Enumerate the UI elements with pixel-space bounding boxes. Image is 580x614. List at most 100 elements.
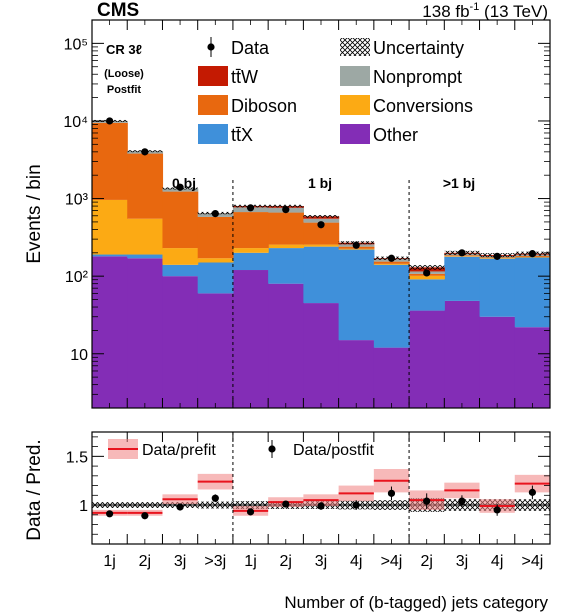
legend-uncertainty-label: Uncertainty — [373, 38, 464, 58]
postfit-point-1 — [141, 512, 149, 520]
region-annotation: CR 3ℓ — [106, 42, 142, 57]
data-point-11 — [493, 252, 501, 260]
data-point-5 — [282, 206, 290, 214]
experiment-label: CMS — [97, 0, 139, 21]
bar-conversions-8 — [373, 263, 410, 265]
main-axis-ticks: 10 10² 10³ 10⁴ 10⁵ — [63, 19, 550, 409]
legend-other-label: Other — [373, 125, 418, 145]
y-tick-label: 10³ — [65, 192, 89, 209]
main-uncertainty-9 — [409, 265, 445, 270]
x-tick-label-6: 3j — [315, 553, 327, 570]
region-dividers — [232, 180, 410, 408]
bar-ttx-1 — [127, 254, 164, 259]
x-tick-label-4: 1j — [244, 553, 256, 570]
postfit-point-11 — [493, 506, 501, 514]
bar-other-0 — [92, 256, 128, 408]
y-tick-label: 10⁵ — [64, 36, 88, 53]
bar-other-8 — [373, 347, 410, 408]
ratio-postfit-points — [106, 485, 536, 520]
legend-data-label: Data — [231, 38, 270, 58]
postfit-point-10 — [458, 497, 466, 505]
postfit-point-6 — [317, 502, 325, 510]
data-point-0 — [106, 117, 114, 125]
main-uncertainty-6 — [303, 215, 339, 218]
bar-conversions-5 — [268, 244, 304, 249]
ratio-legend-postfit-marker — [268, 445, 276, 453]
y-tick-label: 10² — [65, 269, 89, 286]
postfit-point-0 — [106, 510, 114, 518]
postfit-point-9 — [423, 497, 431, 505]
postfit-point-3 — [211, 494, 219, 502]
region-label-gt1bj: >1 bj — [443, 175, 475, 191]
bar-ttx-8 — [373, 264, 410, 348]
region-label-0bj: 0 bj — [172, 175, 196, 191]
x-axis-label: Number of (b-tagged) jets category — [284, 593, 548, 612]
bar-conversions-3 — [197, 258, 234, 263]
postfit-point-5 — [282, 500, 290, 508]
bar-other-6 — [303, 303, 340, 408]
legend-ttw-label: tt̄W — [231, 67, 258, 87]
bar-nonprompt-6 — [303, 218, 340, 223]
legend-ttx-swatch — [198, 124, 228, 144]
bar-other-12 — [514, 327, 550, 408]
postfit-point-2 — [176, 503, 184, 511]
legend-nonprompt-label: Nonprompt — [373, 67, 462, 87]
bar-diboson-4 — [232, 212, 269, 249]
bar-other-2 — [162, 276, 199, 408]
bar-ttx-2 — [162, 264, 199, 277]
postfit-point-8 — [387, 489, 396, 497]
bar-diboson-5 — [268, 212, 304, 245]
bar-ttx-5 — [268, 248, 304, 284]
legend-conversions-label: Conversions — [373, 96, 473, 116]
bar-other-9 — [409, 310, 445, 408]
bar-diboson-1 — [127, 153, 164, 219]
data-point-9 — [423, 269, 431, 277]
x-tick-label-1: 2j — [139, 553, 151, 570]
bar-other-7 — [338, 340, 375, 408]
legend-conversions-swatch — [340, 95, 370, 115]
bar-conversions-7 — [338, 248, 375, 250]
data-point-3 — [211, 210, 219, 218]
bar-other-4 — [232, 270, 269, 408]
data-point-4 — [246, 204, 255, 212]
bar-ttx-12 — [514, 257, 550, 328]
region-label-1bj: 1 bj — [308, 175, 332, 191]
legend-ttw-swatch — [198, 66, 228, 86]
x-tick-label-5: 2j — [280, 553, 292, 570]
postfit-point-12 — [528, 488, 536, 496]
legend-uncertainty-swatch — [340, 38, 370, 56]
legend-diboson-swatch — [198, 95, 228, 115]
bar-other-5 — [268, 283, 304, 408]
data-point-2 — [176, 183, 184, 191]
x-tick-label-0: 1j — [103, 553, 115, 570]
y-tick-label: 10 — [70, 347, 88, 364]
ratio-legend: Data/prefit Data/postfit — [108, 439, 374, 459]
x-tick-label-10: 3j — [456, 553, 468, 570]
x-tick-labels: 1j 2j 3j >3j 1j 2j 3j 4j >4j 2j 3j 4j >4j — [103, 553, 543, 570]
bar-conversions-10 — [444, 256, 481, 257]
x-tick-label-8: >4j — [381, 553, 403, 570]
bar-diboson-2 — [162, 191, 199, 249]
bar-ttx-11 — [479, 258, 516, 317]
legend-data-marker — [207, 43, 215, 51]
bar-diboson-8 — [373, 261, 410, 264]
x-tick-label-3: >3j — [204, 553, 226, 570]
bar-ttx-4 — [232, 252, 269, 271]
bar-ttx-6 — [303, 246, 340, 304]
y-tick-label: 10⁴ — [63, 114, 88, 131]
stacked-bars — [92, 120, 550, 408]
bar-conversions-4 — [232, 248, 269, 253]
ratio-axis-ticks: 11.5 — [66, 432, 550, 544]
bar-other-11 — [479, 316, 516, 408]
data-point-10 — [458, 249, 466, 257]
bar-diboson-6 — [303, 222, 340, 245]
data-point-12 — [528, 250, 536, 258]
data-points — [106, 117, 536, 277]
bar-ttx-10 — [444, 256, 481, 301]
data-point-6 — [317, 221, 325, 229]
x-tick-label-7: 4j — [350, 553, 362, 570]
x-tick-label-9: 2j — [420, 553, 432, 570]
bar-conversions-9 — [409, 275, 445, 280]
bar-conversions-1 — [127, 218, 164, 255]
legend: Data Uncertainty tt̄W Nonprompt Diboson Conve… — [198, 37, 473, 145]
